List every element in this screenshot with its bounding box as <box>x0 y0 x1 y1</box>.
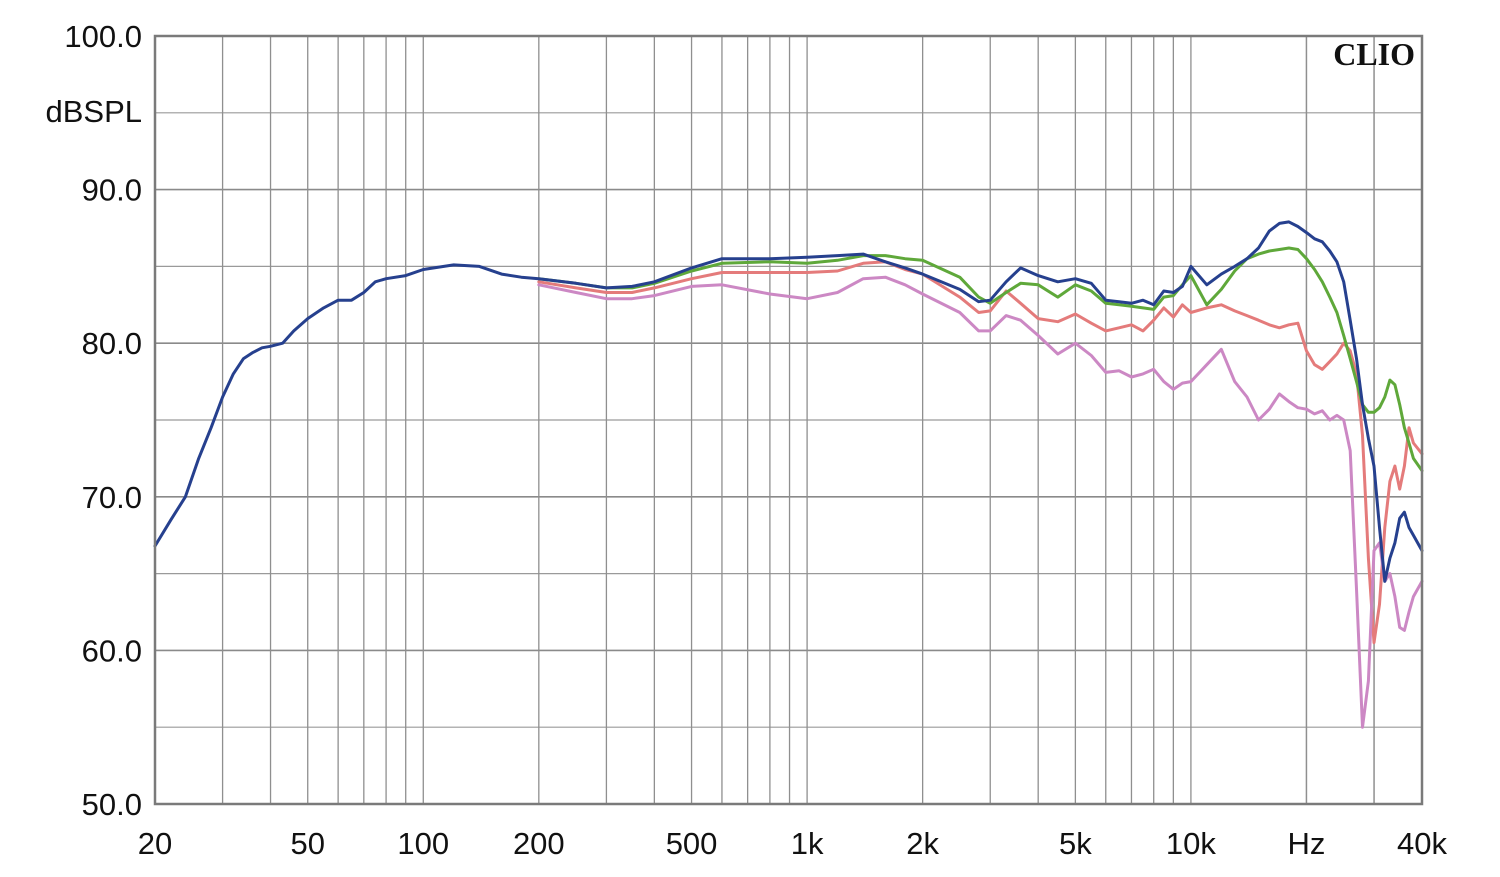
x-tick-labels: 20 50 100 200 500 1k 2k 5k 10k Hz 40k <box>138 826 1448 861</box>
y-tick-label: 90.0 <box>82 173 142 208</box>
y-axis-label: dBSPL <box>45 94 142 129</box>
clio-watermark: CLIO <box>1333 36 1415 72</box>
response-curve-4 <box>153 220 1424 583</box>
x-tick-label: 10k <box>1166 826 1216 861</box>
plot-frame <box>153 34 1424 806</box>
x-tick-label: 20 <box>138 826 172 861</box>
y-tick-label: 70.0 <box>82 480 142 515</box>
y-tick-label: 50.0 <box>82 787 142 822</box>
response-curve-2 <box>537 275 1424 729</box>
series-layer <box>153 220 1424 729</box>
y-tick-label: 80.0 <box>82 326 142 361</box>
x-tick-label: 100 <box>397 826 449 861</box>
x-tick-label: 40k <box>1397 826 1447 861</box>
x-tick-label: 200 <box>513 826 565 861</box>
x-tick-label: 50 <box>290 826 324 861</box>
x-tick-label: 1k <box>791 826 824 861</box>
minor-gridlines-y <box>155 112 1422 728</box>
x-tick-label: 500 <box>666 826 718 861</box>
response-curve-1 <box>537 260 1424 645</box>
x-tick-label: 5k <box>1059 826 1092 861</box>
y-tick-label: 100.0 <box>64 19 142 54</box>
x-tick-label: Hz <box>1288 826 1326 861</box>
y-tick-labels: 100.0 90.0 80.0 70.0 60.0 50.0 <box>64 19 142 822</box>
x-tick-label: 2k <box>906 826 939 861</box>
y-tick-label: 60.0 <box>82 633 142 668</box>
